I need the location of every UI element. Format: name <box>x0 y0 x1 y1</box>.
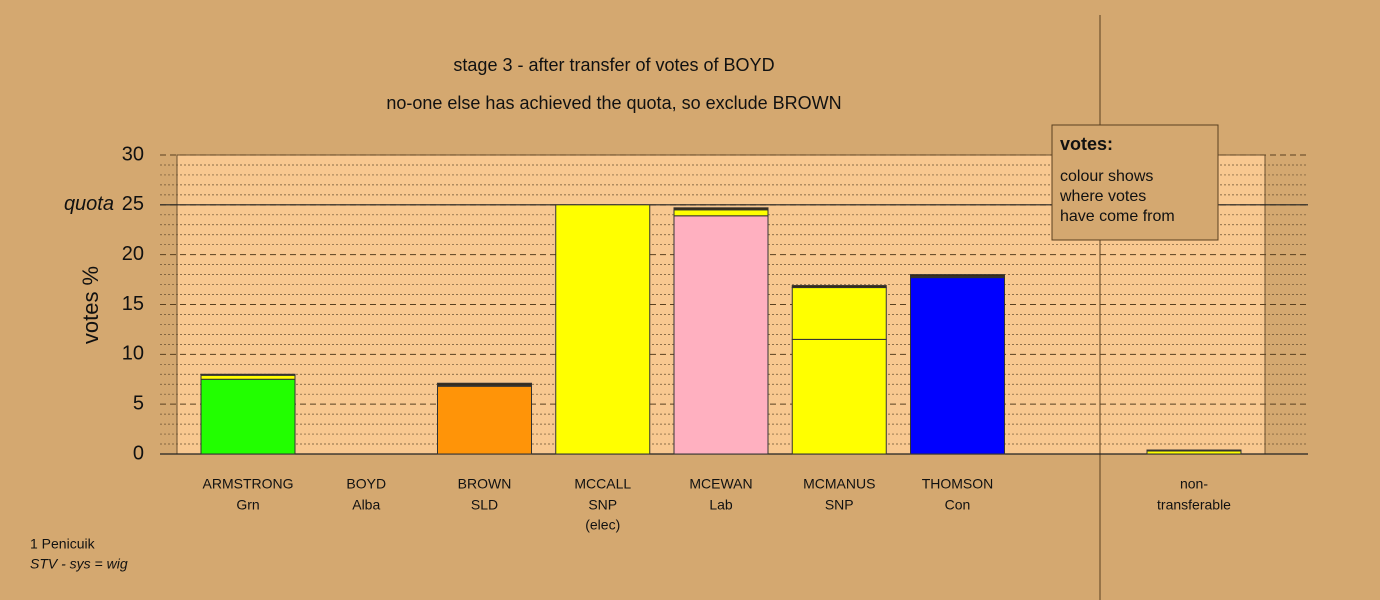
x-tick-label: BOYD <box>346 476 386 492</box>
x-tick-sublabel: Alba <box>352 497 380 513</box>
bar-segment <box>791 338 887 455</box>
legend-text: have come from <box>1060 208 1175 225</box>
legend-text: colour shows <box>1060 168 1153 185</box>
x-tick-sublabel: Grn <box>236 497 259 513</box>
bar-segment <box>673 209 769 217</box>
x-tick-sublabel: Con <box>945 497 971 513</box>
y-tick-label: 5 <box>133 392 144 414</box>
x-tick-sublabel: SLD <box>471 497 498 513</box>
y-tick-label: 10 <box>122 343 144 365</box>
chart-subtitle: no-one else has achieved the quota, so e… <box>386 93 841 113</box>
x-tick-sublabel: transferable <box>1157 497 1231 513</box>
bar-segment <box>200 378 296 455</box>
footer: STV - sys = wig <box>30 556 128 572</box>
x-tick-label: BROWN <box>458 476 512 492</box>
y-tick-label: 30 <box>122 143 144 165</box>
bar-segment <box>910 274 1005 278</box>
bar-segment <box>791 285 887 289</box>
x-tick-label: MCMANUS <box>803 476 875 492</box>
bar-segment <box>200 374 296 380</box>
x-tick-note: (elec) <box>585 517 620 533</box>
x-tick-sublabel: SNP <box>825 497 854 513</box>
bar-segment <box>437 382 532 386</box>
x-tick-label: MCCALL <box>574 476 631 492</box>
x-tick-label: MCEWAN <box>689 476 752 492</box>
chart-title: stage 3 - after transfer of votes of BOY… <box>453 55 774 75</box>
bar-segment <box>555 204 651 455</box>
bar-segment <box>910 277 1005 455</box>
y-tick-label: 0 <box>133 442 144 464</box>
x-tick-label: non- <box>1180 476 1208 492</box>
x-tick-sublabel: Lab <box>709 497 733 513</box>
x-tick-sublabel: SNP <box>588 497 617 513</box>
legend-box <box>1051 124 1219 241</box>
legend-title: votes: <box>1060 134 1113 154</box>
bar-segment <box>791 287 887 340</box>
y-tick-label: 15 <box>122 293 144 315</box>
y-tick-label: 25 <box>122 193 144 215</box>
x-tick-label: THOMSON <box>922 476 994 492</box>
y-axis-label: votes % <box>78 266 103 344</box>
bar-segment <box>1146 449 1242 452</box>
bar-segment <box>200 373 296 376</box>
bar-segment <box>673 215 769 455</box>
legend-text: where votes <box>1059 188 1146 205</box>
bar-segment <box>673 207 769 211</box>
x-tick-label: ARMSTRONG <box>203 476 294 492</box>
footer: 1 Penicuik <box>30 536 96 552</box>
quota-label: quota <box>64 193 114 215</box>
bar-segment <box>437 385 532 455</box>
y-tick-label: 20 <box>122 243 144 265</box>
